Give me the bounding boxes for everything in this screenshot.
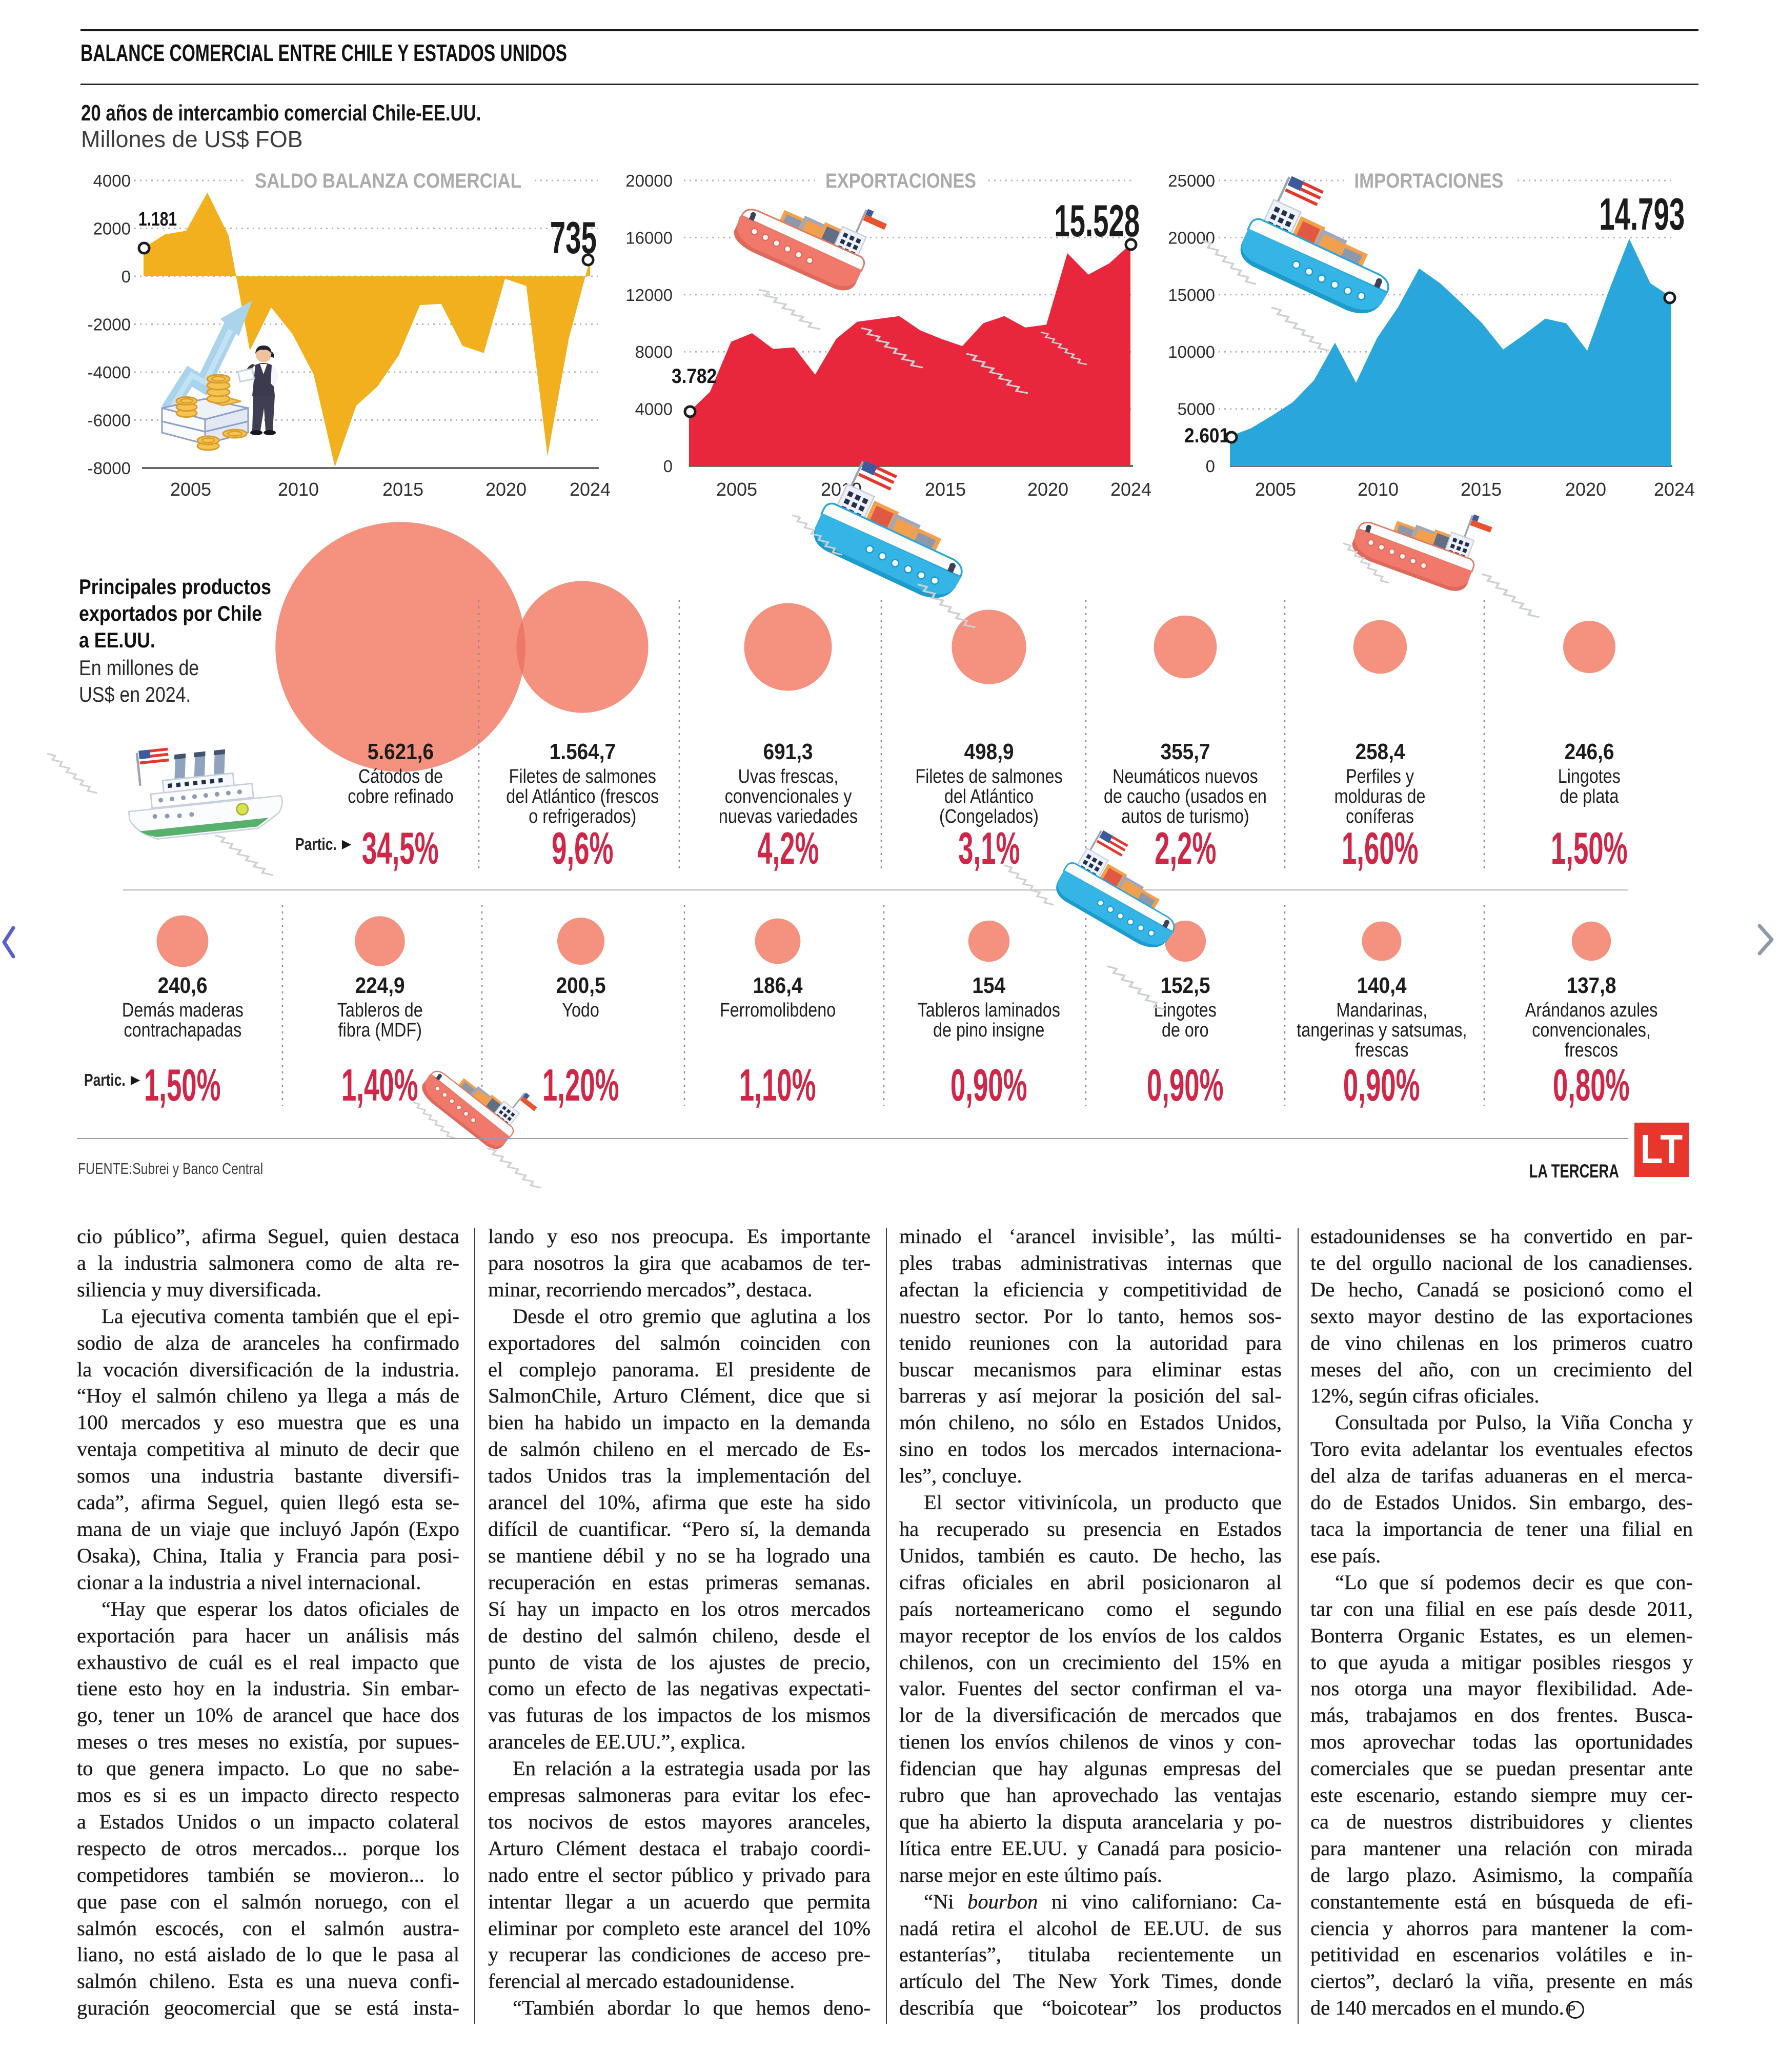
svg-text:2024: 2024 xyxy=(1654,479,1695,500)
svg-text:2024: 2024 xyxy=(1110,479,1151,500)
svg-text:16000: 16000 xyxy=(625,228,673,247)
svg-text:8000: 8000 xyxy=(635,342,673,361)
svg-text:2015: 2015 xyxy=(382,479,423,500)
svg-text:2010: 2010 xyxy=(278,479,319,500)
svg-text:4000: 4000 xyxy=(635,400,673,419)
svg-text:IMPORTACIONES: IMPORTACIONES xyxy=(1354,170,1504,192)
svg-text:2020: 2020 xyxy=(486,479,527,500)
svg-text:2020: 2020 xyxy=(1565,479,1606,500)
svg-text:2024: 2024 xyxy=(570,479,611,500)
svg-text:0: 0 xyxy=(1206,457,1215,476)
svg-text:4000: 4000 xyxy=(93,171,131,190)
svg-text:15000: 15000 xyxy=(1168,286,1215,304)
svg-text:12000: 12000 xyxy=(625,286,673,304)
svg-text:10000: 10000 xyxy=(1168,342,1215,361)
svg-text:2010: 2010 xyxy=(1358,479,1399,500)
svg-text:20000: 20000 xyxy=(625,171,673,190)
svg-text:0: 0 xyxy=(122,267,131,286)
svg-text:-4000: -4000 xyxy=(88,363,131,382)
svg-text:2010: 2010 xyxy=(821,479,862,500)
svg-text:0: 0 xyxy=(663,457,673,476)
svg-text:2000: 2000 xyxy=(93,219,131,238)
svg-text:5000: 5000 xyxy=(1178,400,1215,419)
svg-text:2020: 2020 xyxy=(1027,479,1068,500)
svg-text:EXPORTACIONES: EXPORTACIONES xyxy=(825,170,976,192)
svg-text:20000: 20000 xyxy=(1168,228,1215,247)
svg-text:2005: 2005 xyxy=(1255,479,1296,500)
svg-text:2005: 2005 xyxy=(170,479,211,500)
svg-text:SALDO BALANZA COMERCIAL: SALDO BALANZA COMERCIAL xyxy=(255,170,521,192)
svg-text:-8000: -8000 xyxy=(88,459,131,478)
svg-text:-6000: -6000 xyxy=(88,411,131,430)
svg-text:2005: 2005 xyxy=(716,479,757,500)
svg-text:-2000: -2000 xyxy=(88,315,131,334)
svg-text:25000: 25000 xyxy=(1168,171,1215,190)
svg-text:2015: 2015 xyxy=(1461,479,1502,500)
svg-text:2015: 2015 xyxy=(925,479,966,500)
